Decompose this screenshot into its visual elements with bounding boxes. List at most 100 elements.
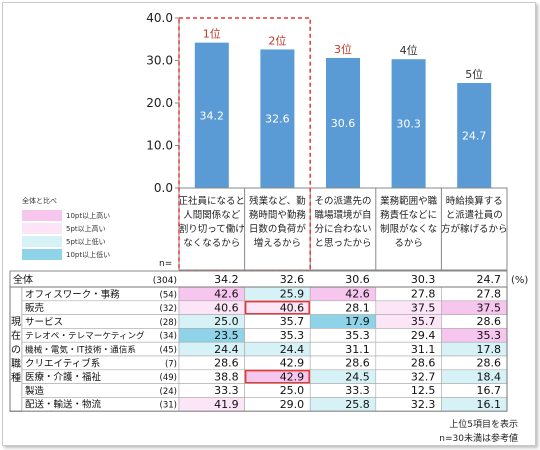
table-cell-value: 27.8: [477, 288, 502, 301]
category-label: と思ったから: [314, 238, 371, 249]
table-cell-value: 24.5: [345, 370, 370, 383]
legend-swatch: [22, 236, 62, 247]
legend-swatch: [22, 210, 62, 221]
category-label: 職場環境が自: [314, 209, 371, 221]
table-cell-value: 28.1: [345, 301, 370, 314]
y-tick-label: 30.0: [146, 54, 173, 68]
table-cell-value: 29.4: [411, 329, 436, 342]
row-n: (54): [160, 290, 177, 300]
table-cell-value: 28.6: [411, 357, 436, 370]
bar-value-label: 30.3: [396, 118, 421, 131]
category-label: 方が稼げるから: [441, 223, 508, 235]
table-cell-value: 42.6: [214, 288, 239, 301]
table-cell-value: 18.4: [477, 370, 502, 383]
category-label: その派遣先の: [314, 195, 371, 207]
category-label: 業務範囲や職: [380, 195, 438, 207]
bar: [391, 59, 426, 188]
table-cell-value: 12.5: [411, 384, 436, 397]
group-label-char: 職: [11, 358, 21, 370]
table-cell-value: 24.4: [214, 343, 239, 356]
boxed-cell-highlight: [244, 369, 311, 384]
rank-label: 1位: [203, 27, 221, 41]
bar-value-label: 30.6: [331, 117, 356, 130]
unit-label: (%): [511, 275, 528, 286]
legend-item-low5: 5pt以上低い: [22, 236, 122, 249]
table-cell-value: 42.9: [280, 357, 305, 370]
n-label: n=: [159, 259, 172, 269]
table-cell-value: 28.6: [477, 357, 502, 370]
table-cell-value: 35.3: [477, 329, 502, 342]
row-n: (28): [160, 318, 177, 328]
y-tick-label: 20.0: [146, 96, 173, 110]
table-cell-value: 25.0: [280, 384, 305, 397]
category-label: 務時間や勤務: [249, 209, 307, 221]
boxed-cell-highlight: [244, 300, 311, 315]
rank-label: 2位: [268, 33, 286, 47]
row-label: 配送・輸送・物流: [25, 399, 102, 411]
table-cell-value: 37.5: [411, 301, 436, 314]
row-label: 製造: [25, 385, 45, 397]
footnote-top5: 上位5項目を表示: [449, 420, 518, 430]
rank-label: 3位: [334, 42, 352, 56]
total-row-cell: 34.2: [214, 273, 239, 286]
row-label: サービス: [25, 317, 63, 328]
legend-title: 全体と比べ: [22, 197, 57, 205]
table-cell-value: 35.3: [345, 329, 370, 342]
table-cell-value: 40.6: [214, 301, 239, 314]
table-cell-value: 25.0: [214, 315, 239, 328]
category-label: と派遣社員の: [446, 209, 503, 221]
legend-label: 10pt以上高い: [66, 212, 111, 220]
row-label: 販売: [25, 302, 44, 314]
group-label-char: 在: [11, 330, 21, 342]
category-label: 時給換算する: [446, 195, 503, 207]
table-cell-value: 42.9: [280, 370, 305, 383]
category-label: 増えるから: [254, 237, 301, 249]
category-label: 残業など、勤: [249, 195, 306, 207]
total-row-n: (304): [153, 276, 177, 286]
row-n: (45): [160, 346, 177, 356]
table-cell-value: 25.8: [345, 398, 370, 411]
row-n: (34): [160, 332, 177, 342]
bar: [260, 49, 295, 189]
table-cell-value: 35.3: [280, 329, 305, 342]
table-cell-value: 35.7: [280, 315, 305, 328]
legend-label: 10pt以上低い: [66, 251, 111, 259]
group-label-char: 種: [11, 371, 21, 384]
table-cell-value: 37.5: [477, 301, 502, 314]
row-n: (7): [165, 359, 177, 369]
row-label: クリエイティブ系: [25, 357, 100, 369]
table-cell-value: 27.8: [411, 288, 436, 301]
total-row-label: 全体: [13, 273, 33, 286]
y-tick-label: 0.0: [154, 181, 173, 195]
table-cell-value: 31.1: [411, 343, 436, 356]
table-cell-value: 32.3: [411, 398, 436, 411]
row-label-cell: [21, 383, 180, 398]
row-n: (24): [160, 387, 177, 397]
legend-swatch: [22, 249, 62, 260]
category-label: なくなるから: [183, 238, 240, 249]
group-label-char: の: [11, 345, 21, 356]
total-row-cell: 24.7: [477, 273, 502, 286]
total-row-cell: 30.6: [345, 273, 370, 286]
table-cell-value: 35.7: [411, 315, 436, 328]
legend-item-high5: 5pt以上高い: [22, 223, 122, 236]
bar: [326, 57, 360, 189]
category-box: [178, 187, 508, 271]
row-label-cell: [21, 300, 180, 315]
category-label: 割り切って働け: [179, 223, 245, 235]
legend-item-high10: 10pt以上高い: [22, 210, 122, 223]
row-n: (32): [160, 304, 177, 314]
table-cell-value: 28.6: [345, 357, 370, 370]
row-label: 医療・介護・福祉: [25, 371, 102, 383]
row-label: オフィスワーク・事務: [25, 288, 120, 300]
category-label: 正社員になると: [179, 195, 246, 207]
table-cell-value: 16.7: [477, 384, 502, 397]
table-cell-value: 29.0: [280, 398, 305, 411]
legend-swatch: [22, 223, 62, 234]
category-label: 人間関係など: [183, 210, 241, 221]
table-cell-value: 33.3: [345, 384, 370, 397]
y-tick-label: 40.0: [146, 11, 173, 25]
group-label-char: 現: [11, 316, 21, 328]
